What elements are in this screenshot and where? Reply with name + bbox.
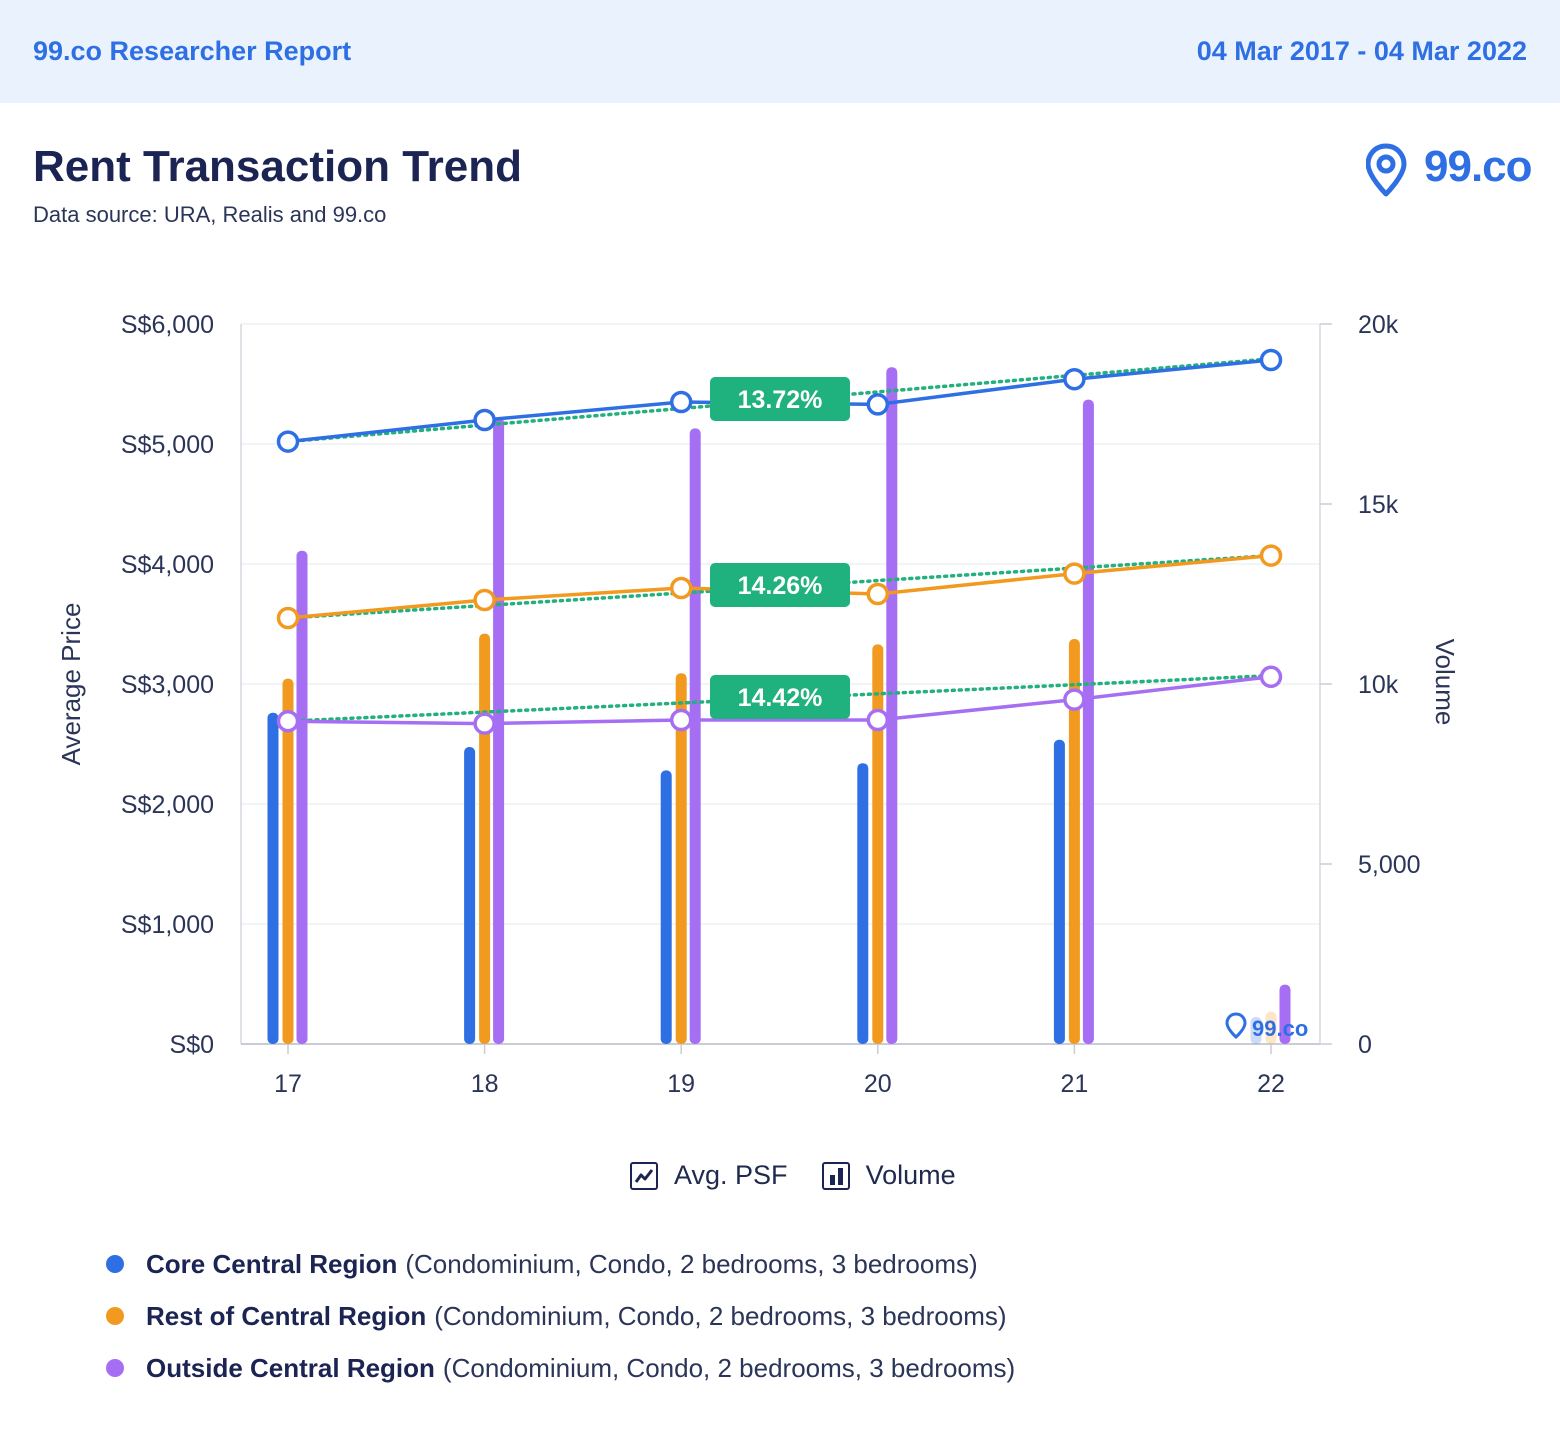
legend-name-ocr: Outside Central Region (146, 1352, 435, 1383)
y-right-tick-label: 0 (1358, 1031, 1372, 1059)
change-badge (710, 675, 850, 719)
y-left-tick-label: S$0 (170, 1031, 214, 1059)
volume-bar (1082, 399, 1094, 1045)
volume-bar (1250, 1017, 1262, 1044)
legend-row-rcr: Rest of Central Region (Condominium, Con… (106, 1290, 1015, 1342)
volume-bar (282, 678, 294, 1044)
legend-dot-ccr (106, 1255, 124, 1273)
change-badge (710, 563, 850, 607)
legend-avg-psf[interactable]: Avg. PSF (630, 1160, 788, 1191)
avg-psf-line (287, 675, 1272, 726)
avg-psf-point (473, 408, 496, 432)
legend-dot-ocr (106, 1359, 124, 1377)
legend-name-ccr: Core Central Region (146, 1248, 398, 1279)
y-left-tick-label: S$1,000 (121, 911, 214, 939)
avg-psf-point (866, 393, 890, 416)
volume-bar (1265, 1011, 1277, 1044)
99co-logo: 99.co (1366, 140, 1536, 200)
avg-psf-point (669, 576, 693, 600)
change-badge-label: 14.26% (738, 572, 823, 600)
volume-bar (479, 633, 491, 1044)
legend-desc-ccr: (Condominium, Condo, 2 bedrooms, 3 bedro… (405, 1248, 978, 1279)
volume-bar (296, 550, 308, 1044)
legend-row-ccr: Core Central Region (Condominium, Condo,… (106, 1238, 1015, 1290)
x-tick-label: 17 (274, 1070, 302, 1098)
report-header-bar: 99.co Researcher Report 04 Mar 2017 - 04… (0, 0, 1560, 103)
logo-text: 99.co (1424, 142, 1533, 191)
volume-bar (1279, 984, 1291, 1044)
chart-type-legend: Avg. PSF Volume (630, 1160, 956, 1191)
volume-bar (267, 712, 279, 1044)
volume-bar (872, 644, 884, 1044)
y-left-tick-label: S$5,000 (121, 431, 214, 459)
date-range: 04 Mar 2017 - 04 Mar 2022 (1196, 36, 1527, 66)
x-tick-label: 18 (471, 1070, 499, 1098)
y-left-tick-label: S$6,000 (121, 311, 214, 339)
avg-psf-point (1063, 688, 1086, 711)
change-badge-label: 13.72% (738, 386, 823, 414)
legend-dot-rcr (106, 1307, 124, 1325)
x-tick-label: 21 (1060, 1070, 1088, 1098)
avg-psf-point (1259, 544, 1283, 567)
avg-psf-point (669, 390, 693, 414)
change-badge (710, 377, 850, 421)
avg-psf-point (276, 430, 300, 453)
avg-psf-point (276, 709, 300, 733)
volume-bar (886, 367, 898, 1044)
avg-psf-point (1259, 665, 1283, 689)
avg-psf-point (276, 606, 300, 630)
x-tick-label: 20 (864, 1070, 892, 1098)
volume-bar (493, 417, 505, 1045)
x-tick-label: 19 (667, 1070, 695, 1098)
y-left-tick-label: S$3,000 (121, 671, 214, 699)
y-left-axis-title: Average Price (56, 603, 86, 766)
y-right-tick-label: 10k (1358, 671, 1399, 699)
legend-desc-rcr: (Condominium, Condo, 2 bedrooms, 3 bedro… (434, 1300, 1007, 1331)
change-badge-label: 14.42% (738, 684, 823, 712)
volume-bar (675, 673, 687, 1044)
chart-watermark: 99.co (1252, 1016, 1308, 1041)
bar-chart-icon (821, 1161, 850, 1190)
avg-psf-point (866, 708, 890, 732)
line-chart-icon (630, 1161, 658, 1190)
volume-bar (1053, 739, 1065, 1044)
y-left-tick-label: S$2,000 (121, 791, 214, 819)
avg-psf-point (1063, 367, 1086, 391)
report-brand: 99.co Researcher Report (33, 36, 352, 66)
legend-row-ocr: Outside Central Region (Condominium, Con… (106, 1342, 1015, 1394)
avg-psf-point (669, 708, 693, 732)
y-right-tick-label: 5,000 (1358, 851, 1421, 879)
avg-psf-point (866, 582, 890, 606)
page-title: Rent Transaction Trend (33, 142, 522, 191)
y-right-tick-label: 15k (1358, 491, 1399, 519)
legend-volume[interactable]: Volume (821, 1160, 956, 1191)
y-left-tick-label: S$4,000 (121, 551, 214, 579)
legend-avg-psf-label: Avg. PSF (674, 1160, 788, 1190)
volume-bar (464, 747, 476, 1044)
legend-desc-ocr: (Condominium, Condo, 2 bedrooms, 3 bedro… (442, 1352, 1016, 1383)
volume-bar (689, 428, 701, 1044)
avg-psf-point (1063, 562, 1086, 585)
legend-volume-label: Volume (865, 1160, 956, 1190)
y-right-tick-label: 20k (1358, 311, 1399, 339)
legend-name-rcr: Rest of Central Region (146, 1300, 427, 1331)
volume-bar (660, 770, 672, 1044)
location-pin-icon (1366, 143, 1407, 197)
data-source: Data source: URA, Realis and 99.co (33, 202, 387, 227)
volume-bar (857, 763, 869, 1044)
volume-bar (1068, 639, 1080, 1044)
series-legend: Core Central Region (Condominium, Condo,… (106, 1238, 1015, 1394)
rent-trend-chart: S$0 S$1,000 S$2,000 S$3,000 S$4,000 S$5,000 S$… (56, 311, 1460, 1098)
avg-psf-point (1259, 348, 1283, 372)
x-tick-label: 22 (1257, 1070, 1285, 1098)
avg-psf-point (473, 588, 496, 612)
avg-psf-point (473, 712, 496, 735)
watermark-pin-icon (1225, 1012, 1247, 1040)
y-right-axis-title: Volume (1430, 639, 1460, 726)
